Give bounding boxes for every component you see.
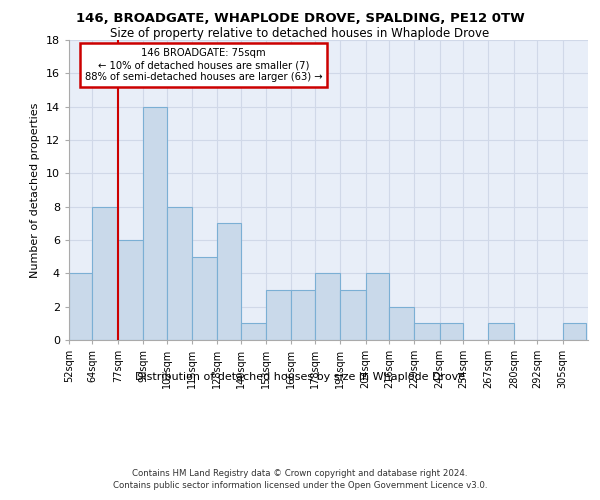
Bar xyxy=(488,324,514,340)
Text: Size of property relative to detached houses in Whaplode Drove: Size of property relative to detached ho… xyxy=(110,28,490,40)
Bar xyxy=(365,274,389,340)
Y-axis label: Number of detached properties: Number of detached properties xyxy=(30,102,40,278)
Bar xyxy=(340,290,365,340)
Text: Contains public sector information licensed under the Open Government Licence v3: Contains public sector information licen… xyxy=(113,481,487,490)
Bar xyxy=(69,274,92,340)
Bar xyxy=(92,206,118,340)
Text: 146, BROADGATE, WHAPLODE DROVE, SPALDING, PE12 0TW: 146, BROADGATE, WHAPLODE DROVE, SPALDING… xyxy=(76,12,524,26)
Text: 146 BROADGATE: 75sqm
← 10% of detached houses are smaller (7)
88% of semi-detach: 146 BROADGATE: 75sqm ← 10% of detached h… xyxy=(85,48,322,82)
Text: Distribution of detached houses by size in Whaplode Drove: Distribution of detached houses by size … xyxy=(135,372,465,382)
Bar xyxy=(415,324,440,340)
Bar xyxy=(118,240,143,340)
Bar xyxy=(143,106,167,340)
Bar xyxy=(266,290,292,340)
Text: Contains HM Land Registry data © Crown copyright and database right 2024.: Contains HM Land Registry data © Crown c… xyxy=(132,468,468,477)
Bar xyxy=(217,224,241,340)
Bar xyxy=(292,290,315,340)
Bar xyxy=(315,274,340,340)
Bar xyxy=(192,256,217,340)
Bar xyxy=(241,324,266,340)
Bar xyxy=(563,324,586,340)
Bar xyxy=(167,206,192,340)
Bar xyxy=(440,324,463,340)
Bar xyxy=(389,306,415,340)
